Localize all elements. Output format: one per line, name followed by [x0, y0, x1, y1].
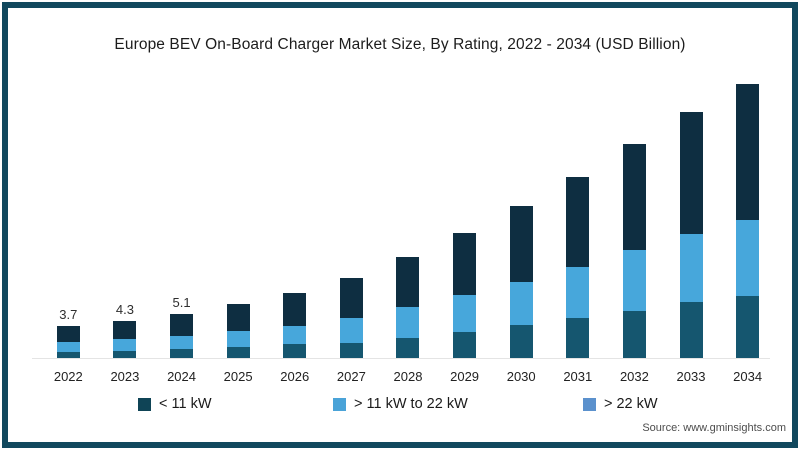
bar-segment-11kw-to-22kw-2034	[736, 220, 760, 297]
stacked-bar-2034	[736, 83, 760, 358]
x-axis-label-2022: 2022	[53, 369, 83, 384]
source-text: Source: www.gminsights.com	[642, 422, 786, 434]
bar-column-2030	[493, 205, 550, 358]
legend-item-2: > 11 kW to 22 kW	[333, 396, 468, 412]
bar-segment-lt-11kw-2028	[396, 256, 420, 308]
bar-segment-lt-11kw-2033	[679, 112, 703, 235]
x-axis-label-2028: 2028	[393, 369, 423, 384]
stacked-bar-2023	[113, 321, 137, 358]
bar-segment-lt-11kw-2022	[56, 326, 80, 342]
bar-segment-gt-22kw-2032	[622, 310, 646, 358]
x-axis-label-2023: 2023	[110, 369, 140, 384]
bar-segment-gt-22kw-2028	[396, 338, 420, 358]
bar-column-2029	[436, 233, 493, 358]
bar-segment-11kw-to-22kw-2026	[283, 326, 307, 345]
bar-column-2027	[323, 278, 380, 358]
bar-total-label-2023: 4.3	[115, 302, 134, 318]
bar-column-2023: 4.3	[97, 302, 154, 358]
bar-segment-lt-11kw-2034	[736, 83, 760, 221]
bar-segment-lt-11kw-2027	[339, 278, 363, 318]
bar-segment-gt-22kw-2034	[736, 296, 760, 358]
legend-swatch-icon	[333, 397, 346, 411]
bar-segment-gt-22kw-2026	[283, 344, 307, 358]
legend-swatch-icon	[138, 397, 151, 411]
bar-segment-11kw-to-22kw-2030	[509, 282, 533, 326]
legend-item-1: < 11 kW	[138, 396, 212, 412]
bar-segment-gt-22kw-2025	[226, 346, 250, 358]
x-axis-label-2033: 2033	[676, 369, 706, 384]
bar-segment-lt-11kw-2025	[226, 303, 250, 331]
legend-label: > 22 kW	[604, 396, 658, 412]
legend-item-3: > 22 kW	[583, 396, 658, 412]
bar-segment-11kw-to-22kw-2033	[679, 234, 703, 303]
x-axis-label-2025: 2025	[223, 369, 253, 384]
stacked-bar-2027	[339, 278, 363, 358]
bar-column-2031	[549, 177, 606, 358]
bar-column-2025	[210, 303, 267, 358]
x-axis-line	[32, 358, 770, 359]
bar-segment-gt-22kw-2033	[679, 302, 703, 358]
bar-segment-lt-11kw-2026	[283, 293, 307, 327]
x-axis-label-2032: 2032	[619, 369, 649, 384]
stacked-bar-2033	[679, 112, 703, 358]
stacked-bar-2031	[566, 177, 590, 358]
x-axis-label-2029: 2029	[450, 369, 480, 384]
bar-segment-11kw-to-22kw-2023	[113, 339, 137, 352]
x-axis-labels: 2022 2023 2024 2025 2026 2027 2028 2029 2030 2031…	[40, 369, 776, 384]
bar-segment-lt-11kw-2030	[509, 205, 533, 283]
bar-segment-gt-22kw-2029	[453, 332, 477, 358]
stacked-bar-2032	[622, 143, 646, 358]
bar-segment-lt-11kw-2031	[566, 177, 590, 267]
bar-segment-11kw-to-22kw-2022	[56, 341, 80, 352]
stacked-bar-2030	[509, 205, 533, 358]
bar-column-2033	[663, 112, 720, 358]
bar-total-label-2024: 5.1	[172, 295, 191, 311]
x-axis-label-2031: 2031	[563, 369, 593, 384]
bar-segment-lt-11kw-2029	[453, 233, 477, 296]
stacked-bar-2022	[56, 326, 80, 358]
bar-segment-gt-22kw-2030	[509, 325, 533, 358]
bar-segment-lt-11kw-2024	[170, 314, 194, 336]
bar-segment-gt-22kw-2031	[566, 318, 590, 358]
bar-segment-gt-22kw-2027	[339, 343, 363, 358]
bar-segment-11kw-to-22kw-2025	[226, 330, 250, 347]
bar-segment-11kw-to-22kw-2032	[622, 249, 646, 311]
bar-segment-gt-22kw-2022	[56, 352, 80, 358]
bar-segment-11kw-to-22kw-2031	[566, 266, 590, 319]
bar-segment-gt-22kw-2024	[170, 349, 194, 358]
bars-container: 3.7 4.3 5.1	[40, 83, 776, 358]
bar-column-2028	[380, 256, 437, 358]
legend-label: > 11 kW to 22 kW	[354, 396, 468, 412]
bar-column-2024: 5.1	[153, 295, 210, 358]
bar-segment-lt-11kw-2032	[622, 143, 646, 250]
legend-label: < 11 kW	[159, 396, 212, 412]
bar-segment-11kw-to-22kw-2028	[396, 307, 420, 339]
stacked-bar-2025	[226, 303, 250, 358]
bar-segment-11kw-to-22kw-2027	[339, 317, 363, 344]
legend-swatch-icon	[583, 397, 596, 411]
bar-total-label-2022: 3.7	[59, 307, 78, 323]
bar-column-2022: 3.7	[40, 307, 97, 358]
stacked-bar-2029	[453, 233, 477, 358]
bar-column-2026	[266, 293, 323, 358]
x-axis-label-2034: 2034	[733, 369, 763, 384]
x-axis-label-2024: 2024	[167, 369, 196, 384]
bar-segment-11kw-to-22kw-2024	[170, 335, 194, 350]
bar-segment-lt-11kw-2023	[113, 321, 137, 340]
x-axis-label-2026: 2026	[280, 369, 310, 384]
bar-segment-gt-22kw-2023	[113, 351, 137, 358]
bar-column-2032	[606, 143, 663, 358]
x-axis-label-2030: 2030	[506, 369, 536, 384]
bar-column-2034	[719, 83, 776, 358]
chart-title: Europe BEV On-Board Charger Market Size,…	[114, 36, 686, 53]
stacked-bar-2024	[170, 314, 194, 358]
x-axis-label-2027: 2027	[336, 369, 366, 384]
stacked-bar-2028	[396, 256, 420, 358]
bar-segment-11kw-to-22kw-2029	[453, 295, 477, 333]
stacked-bar-2026	[283, 293, 307, 358]
